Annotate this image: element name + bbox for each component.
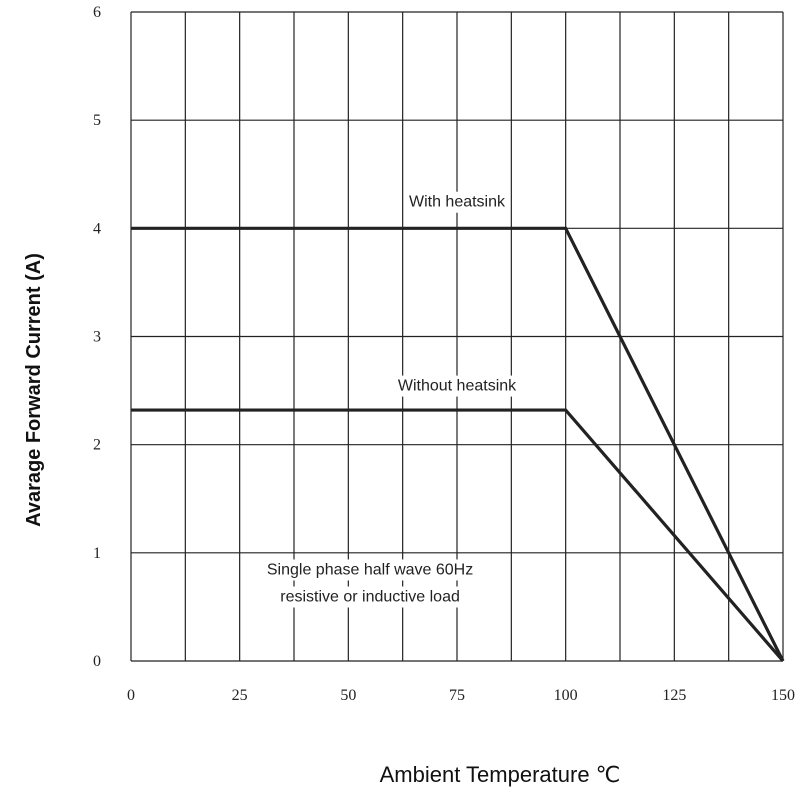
y-tick-label: 3 (93, 329, 101, 346)
tick-labels: 0 1 2 3 4 5 6 0 25 50 75 100 125 150 (93, 4, 795, 704)
series-without-heatsink-line (131, 408, 785, 663)
y-axis-label: Avarage Forward Current (A) (23, 253, 45, 527)
x-tick-label: 125 (662, 687, 686, 704)
annotation-background (393, 375, 522, 397)
annotation-text: With heatsink (409, 194, 506, 211)
y-tick-label: 5 (93, 112, 101, 129)
annotations: With heatsink Without heatsink Single phas… (262, 191, 522, 608)
annotation-text: Without heatsink (398, 378, 517, 395)
x-tick-label: 25 (232, 687, 248, 704)
annotation-background (404, 191, 511, 213)
x-tick-label: 75 (449, 687, 465, 704)
series-layer (131, 226, 785, 663)
y-tick-label: 4 (93, 220, 101, 237)
x-axis-label: Ambient Temperature ℃ (380, 762, 621, 787)
series-with-heatsink-line (131, 226, 785, 662)
y-tick-label: 0 (93, 653, 101, 670)
annotation-background (262, 559, 478, 581)
y-tick-label: 6 (93, 4, 101, 21)
x-tick-label: 50 (340, 687, 356, 704)
annotation-text: Single phase half wave 60Hz (267, 561, 473, 578)
annotation-text: resistive or inductive load (280, 589, 460, 606)
x-tick-label: 100 (554, 687, 578, 704)
x-tick-label: 150 (771, 687, 795, 704)
grid (130, 11, 784, 662)
y-tick-label: 2 (93, 437, 101, 454)
annotation-background (276, 586, 464, 608)
y-tick-label: 1 (93, 545, 101, 562)
x-tick-label: 0 (127, 687, 135, 704)
